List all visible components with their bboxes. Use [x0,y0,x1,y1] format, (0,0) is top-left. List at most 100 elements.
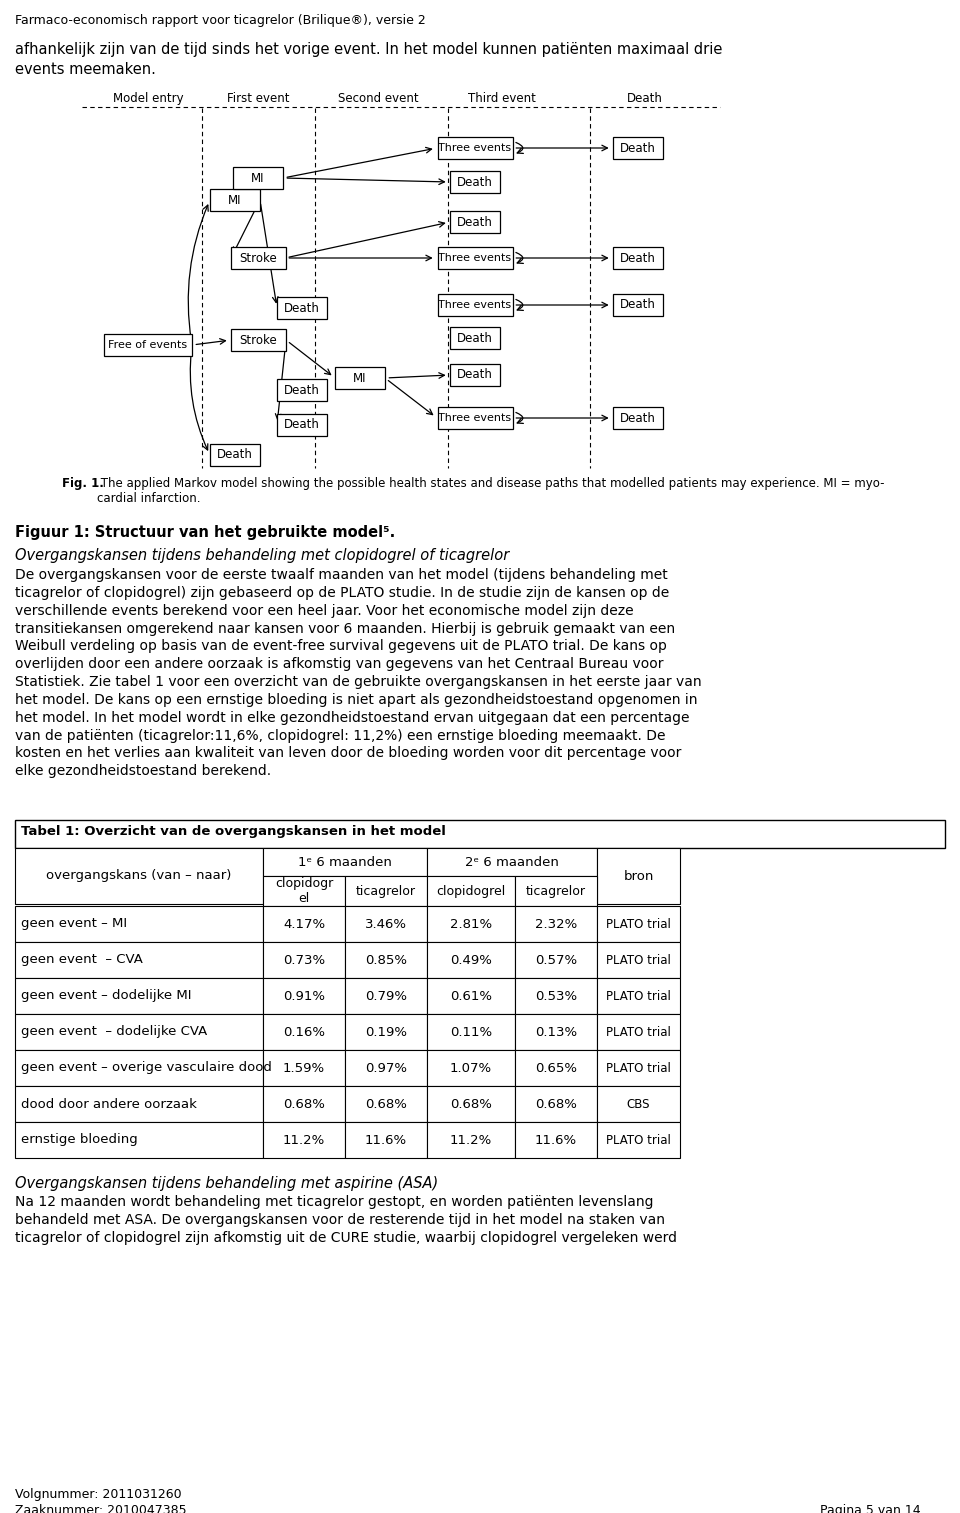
Bar [345,977,427,1014]
Text: 2.32%: 2.32% [535,917,577,930]
Bar [263,1014,345,1050]
Text: 0.61%: 0.61% [450,990,492,1003]
Text: PLATO trial: PLATO trial [606,953,671,967]
Bar [515,1123,597,1157]
Text: Model entry: Model entry [112,92,183,104]
Text: Three events: Three events [439,413,512,424]
FancyBboxPatch shape [230,247,285,269]
Text: 0.68%: 0.68% [283,1097,324,1111]
Bar [15,1123,263,1157]
FancyBboxPatch shape [450,171,500,194]
Text: geen event – dodelijke MI: geen event – dodelijke MI [21,990,191,1003]
Text: clopidogrel: clopidogrel [437,885,506,897]
Bar [345,943,427,977]
Text: Overgangskansen tijdens behandeling met clopidogrel of ticagrelor: Overgangskansen tijdens behandeling met … [15,548,509,563]
Text: 11.2%: 11.2% [283,1133,325,1147]
Text: 1ᵉ 6 maanden: 1ᵉ 6 maanden [298,855,392,868]
FancyBboxPatch shape [233,166,283,189]
Text: Death: Death [620,298,656,312]
Text: Death: Death [627,92,663,104]
Text: 11.2%: 11.2% [450,1133,492,1147]
Text: Death: Death [457,215,492,228]
Text: 1.59%: 1.59% [283,1062,325,1074]
Text: 0.57%: 0.57% [535,953,577,967]
Bar [427,943,515,977]
Bar [15,977,263,1014]
FancyBboxPatch shape [277,297,327,319]
Text: MI: MI [252,171,265,185]
FancyBboxPatch shape [450,210,500,233]
Text: 0.91%: 0.91% [283,990,325,1003]
Text: 0.79%: 0.79% [365,990,407,1003]
Text: Three events: Three events [439,253,512,263]
FancyBboxPatch shape [438,294,513,316]
Text: 11.6%: 11.6% [535,1133,577,1147]
Bar [15,1014,263,1050]
FancyBboxPatch shape [613,247,663,269]
Text: 3.46%: 3.46% [365,917,407,930]
Bar [597,1086,680,1123]
FancyBboxPatch shape [450,365,500,386]
Bar [15,820,945,847]
Text: afhankelijk zijn van de tijd sinds het vorige event. In het model kunnen patiënt: afhankelijk zijn van de tijd sinds het v… [15,42,722,77]
Text: 0.68%: 0.68% [535,1097,577,1111]
Text: Death: Death [284,419,320,431]
Bar [515,1050,597,1086]
Bar [597,943,680,977]
Bar [345,1014,427,1050]
Text: Death: Death [620,251,656,265]
Text: geen event  – dodelijke CVA: geen event – dodelijke CVA [21,1026,207,1038]
Bar [263,876,345,906]
Text: PLATO trial: PLATO trial [606,917,671,930]
Text: Na 12 maanden wordt behandeling met ticagrelor gestopt, en worden patiënten leve: Na 12 maanden wordt behandeling met tica… [15,1195,677,1245]
Text: Three events: Three events [439,144,512,153]
Text: 0.49%: 0.49% [450,953,492,967]
Bar [15,1050,263,1086]
Bar [263,1123,345,1157]
Text: 0.73%: 0.73% [283,953,325,967]
Bar [345,906,427,943]
Text: 0.53%: 0.53% [535,990,577,1003]
Bar [427,1050,515,1086]
Bar [263,1086,345,1123]
FancyBboxPatch shape [438,407,513,430]
Text: Tabel 1: Overzicht van de overgangskansen in het model: Tabel 1: Overzicht van de overgangskanse… [21,825,445,838]
Bar [427,977,515,1014]
FancyBboxPatch shape [104,334,192,356]
Bar [263,1050,345,1086]
Text: Third event: Third event [468,92,536,104]
Text: Farmaco-economisch rapport voor ticagrelor (Brilique®), versie 2: Farmaco-economisch rapport voor ticagrel… [15,14,425,27]
Bar [597,1050,680,1086]
Text: PLATO trial: PLATO trial [606,1133,671,1147]
Text: CBS: CBS [627,1097,650,1111]
Bar [427,1014,515,1050]
Text: 0.68%: 0.68% [365,1097,407,1111]
Text: Death: Death [620,142,656,154]
Text: 1.07%: 1.07% [450,1062,492,1074]
Text: PLATO trial: PLATO trial [606,990,671,1003]
Bar [263,906,345,943]
Text: bron: bron [623,870,654,882]
Text: Stroke: Stroke [239,333,276,346]
Bar [597,977,680,1014]
Text: First event: First event [227,92,289,104]
Bar [515,943,597,977]
Text: geen event  – CVA: geen event – CVA [21,953,143,967]
Bar [427,1123,515,1157]
Text: Stroke: Stroke [239,251,276,265]
FancyBboxPatch shape [450,327,500,350]
FancyBboxPatch shape [613,294,663,316]
Text: geen event – overige vasculaire dood: geen event – overige vasculaire dood [21,1062,272,1074]
Text: PLATO trial: PLATO trial [606,1062,671,1074]
Text: Death: Death [284,301,320,315]
FancyBboxPatch shape [438,138,513,159]
Bar [515,876,597,906]
Bar [345,1050,427,1086]
Bar [427,1086,515,1123]
Text: overgangskans (van – naar): overgangskans (van – naar) [46,870,231,882]
Bar [597,1123,680,1157]
Bar [15,906,263,943]
Text: 0.19%: 0.19% [365,1026,407,1038]
Text: MI: MI [353,372,367,384]
Text: Free of events: Free of events [108,340,187,350]
